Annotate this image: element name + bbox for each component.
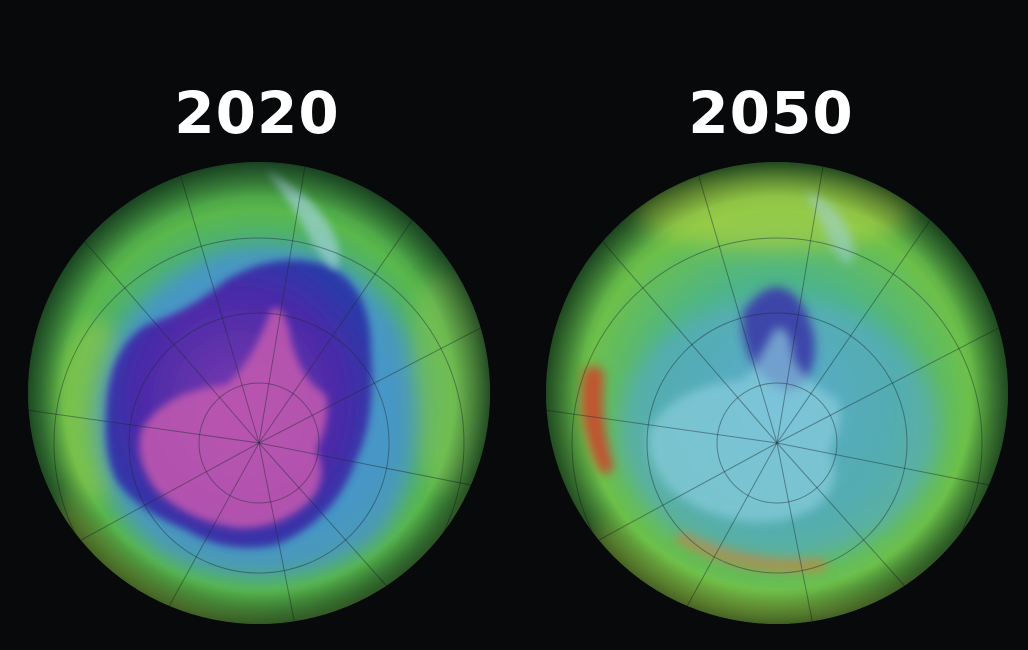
year-label-2020: 2020 <box>174 79 340 147</box>
ozone-globe-2050 <box>546 162 1008 624</box>
panel-2050: 2050 <box>514 0 1028 650</box>
year-label-2050: 2050 <box>688 79 854 147</box>
panel-2020: 2020 <box>28 79 490 624</box>
ozone-globe-2020 <box>28 162 490 624</box>
